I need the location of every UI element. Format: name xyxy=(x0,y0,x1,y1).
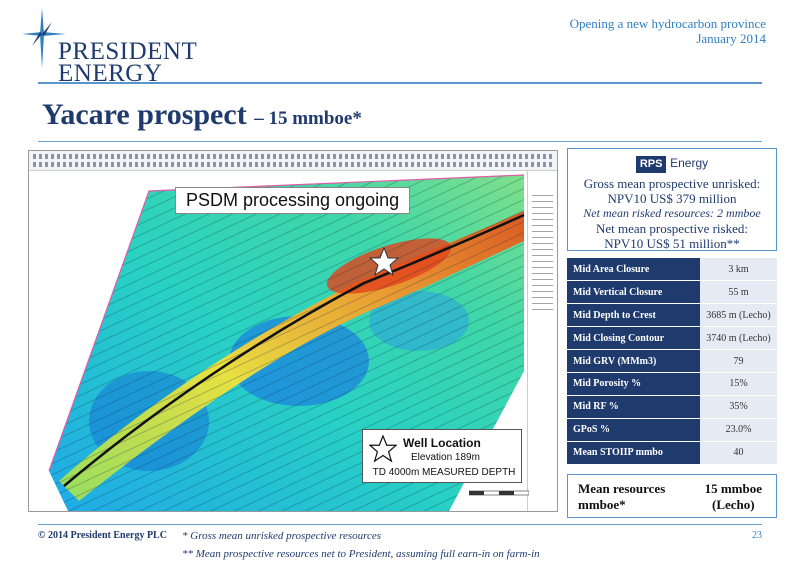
rps-logo-text: Energy xyxy=(670,156,709,170)
rps-energy-logo: RPS Energy xyxy=(635,155,709,173)
table-row: Mid RF % 35% xyxy=(567,395,777,419)
mean-resources-label: Mean resources mmboe* xyxy=(578,481,665,513)
property-value: 79 xyxy=(700,349,777,373)
seismic-depth-map: PSDM processing ongoing Well Location El… xyxy=(28,150,558,512)
mean-resources-label-line-2: mmboe* xyxy=(578,497,626,512)
event-date: January 2014 xyxy=(696,31,766,46)
property-label: Mid Vertical Closure xyxy=(567,280,700,305)
copyright-notice: © 2014 President Energy PLC xyxy=(38,530,167,541)
rps-line-4: Net mean prospective risked: xyxy=(596,221,748,236)
property-value: 55 m xyxy=(700,280,777,305)
rps-logo-box: RPS xyxy=(635,156,667,173)
event-header: Opening a new hydrocarbon province Janua… xyxy=(570,16,766,46)
property-label: Mid Area Closure xyxy=(567,258,700,282)
property-value: 40 xyxy=(700,441,777,465)
mean-resources-value-line-1: 15 mmboe xyxy=(704,481,762,496)
table-row: Mean STOIIP mmbo 40 xyxy=(567,441,777,465)
toolbar-row xyxy=(33,154,553,159)
property-value: 3 km xyxy=(700,258,777,282)
table-row: GPoS % 23.0% xyxy=(567,418,777,442)
legend-title: Well Location xyxy=(403,436,481,450)
footer-divider xyxy=(38,524,762,525)
mean-resources-value-line-2: (Lecho) xyxy=(711,497,755,512)
table-row: Mid Porosity % 15% xyxy=(567,372,777,396)
slide-title-main: Yacare prospect xyxy=(42,98,247,131)
mean-resources-value: 15 mmboe (Lecho) xyxy=(705,481,762,513)
property-value: 23.0% xyxy=(700,418,777,442)
property-value: 35% xyxy=(700,395,777,419)
table-row: Mid Area Closure 3 km xyxy=(567,258,777,282)
property-value: 3685 m (Lecho) xyxy=(700,303,777,328)
footnote-2: ** Mean prospective resources net to Pre… xyxy=(182,548,540,560)
property-label: Mid RF % xyxy=(567,395,700,419)
property-label: Mean STOIIP mmbo xyxy=(567,441,700,465)
prospect-properties-table: Mid Area Closure 3 km Mid Vertical Closur… xyxy=(567,258,777,465)
property-value: 15% xyxy=(700,372,777,396)
psdm-banner: PSDM processing ongoing xyxy=(175,187,411,214)
table-row: Mid GRV (MMm3) 79 xyxy=(567,349,777,373)
rps-line-3: Net mean risked resources: 2 mmboe xyxy=(583,206,761,220)
table-row: Mid Vertical Closure 55 m xyxy=(567,280,777,305)
rps-line-1: Gross mean prospective unrisked: xyxy=(583,176,761,191)
rps-valuation-box: RPS Energy Gross mean prospective unrisk… xyxy=(567,148,777,251)
title-divider xyxy=(38,141,762,142)
property-label: Mid Depth to Crest xyxy=(567,303,700,328)
logo-line-1: PRESIDENT xyxy=(58,38,198,65)
property-label: Mid GRV (MMm3) xyxy=(567,349,700,373)
event-title: Opening a new hydrocarbon province xyxy=(569,16,766,31)
legend-depth: TD 4000m MEASURED DEPTH xyxy=(372,467,516,478)
property-label: GPoS % xyxy=(567,418,700,442)
slide-title-sub: – 15 mmboe* xyxy=(254,108,362,129)
table-row: Mid Depth to Crest 3685 m (Lecho) xyxy=(567,303,777,328)
map-color-legend-panel xyxy=(527,171,557,511)
scale-bar-icon xyxy=(469,490,529,496)
logo-wordmark: PRESIDENT ENERGY xyxy=(58,38,198,87)
legend-lines xyxy=(532,195,553,315)
mean-resources-box: Mean resources mmboe* 15 mmboe (Lecho) xyxy=(567,474,777,518)
property-label: Mid Closing Contour xyxy=(567,326,700,351)
footnote-1: * Gross mean unrisked prospective resour… xyxy=(182,530,382,542)
legend-elevation: Elevation 189m xyxy=(411,452,480,463)
well-location-star-icon xyxy=(369,247,399,277)
logo-line-2: ENERGY xyxy=(58,60,163,87)
slide-title: Yacare prospect – 15 mmboe* xyxy=(42,98,362,132)
compass-star-icon xyxy=(22,8,66,68)
company-logo: PRESIDENT ENERGY xyxy=(22,8,197,88)
rps-line-5: NPV10 US$ 51 million** xyxy=(604,236,740,251)
map-toolbar xyxy=(29,151,557,171)
header-divider xyxy=(38,82,762,84)
star-icon xyxy=(369,435,397,463)
property-value: 3740 m (Lecho) xyxy=(700,326,777,351)
rps-line-2: NPV10 US$ 379 million xyxy=(607,191,737,206)
toolbar-row xyxy=(33,162,553,167)
well-location-legend: Well Location Elevation 189m TD 4000m ME… xyxy=(362,429,522,483)
page-number: 23 xyxy=(752,530,762,541)
property-label: Mid Porosity % xyxy=(567,372,700,396)
mean-resources-label-line-1: Mean resources xyxy=(578,481,666,496)
table-row: Mid Closing Contour 3740 m (Lecho) xyxy=(567,326,777,351)
